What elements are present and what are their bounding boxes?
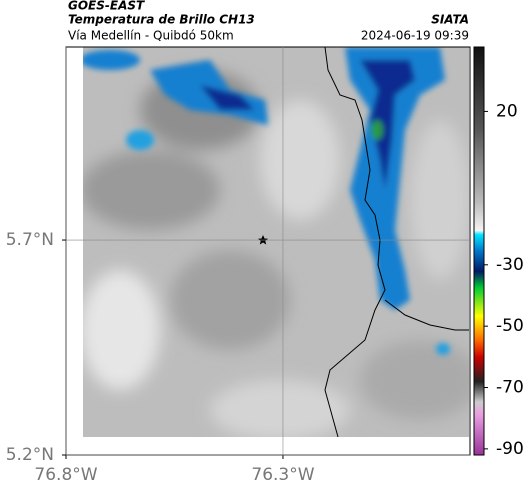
product: Temperatura de Brillo CH13 [68, 13, 255, 27]
x-tick-label: 76.3°W [251, 465, 314, 485]
org: SIATA [431, 13, 469, 27]
y-tick-label: 5.7°N [6, 230, 54, 250]
region: Vía Medellín - Quibdó 50km [68, 29, 234, 43]
satellite-image [83, 47, 469, 437]
colorbar [473, 46, 485, 456]
colorbar-tick-label: -90 [496, 439, 524, 459]
y-tick-label: 5.2°N [6, 445, 54, 465]
colorbar-tick-label: 20 [496, 101, 518, 121]
source: GOES-EAST [68, 0, 145, 13]
colorbar-tick-label: -70 [496, 378, 524, 398]
x-tick-label: 76.8°W [34, 465, 97, 485]
colorbar-tick-label: -50 [496, 316, 524, 336]
datetime: 2024-06-19 09:39 [361, 29, 469, 43]
colorbar-tick-label: -30 [496, 255, 524, 275]
